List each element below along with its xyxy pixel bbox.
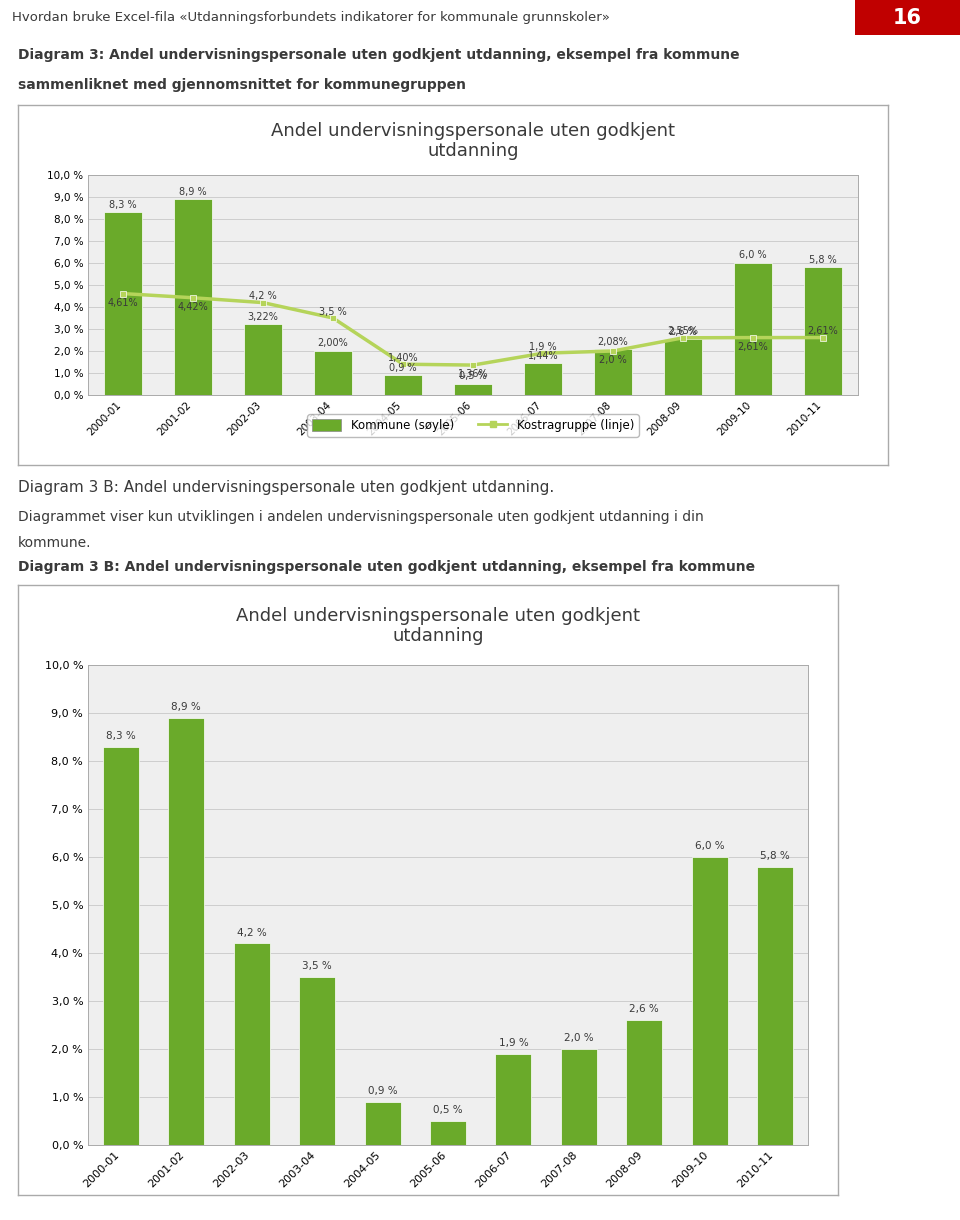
Text: 1,36%: 1,36% [458,370,489,379]
Text: kommune.: kommune. [18,536,91,550]
Text: 5,8 %: 5,8 % [760,850,790,861]
Bar [174,199,212,395]
Text: 8,9 %: 8,9 % [180,187,206,196]
Bar [626,1020,662,1146]
Bar [804,267,842,395]
Bar [757,866,793,1146]
Text: 2,61%: 2,61% [807,327,838,337]
Text: 0,9 %: 0,9 % [389,362,417,372]
Text: 5,8 %: 5,8 % [809,255,837,265]
Bar [365,1102,400,1146]
Legend: Kommune (søyle), Kostragruppe (linje): Kommune (søyle), Kostragruppe (linje) [307,415,638,437]
Bar [233,943,270,1146]
Text: 2,6 %: 2,6 % [630,1004,660,1015]
Text: 4,2 %: 4,2 % [237,927,267,938]
Text: 1,40%: 1,40% [388,353,419,364]
Text: Diagram 3 B: Andel undervisningspersonale uten godkjent utdanning, eksempel fra : Diagram 3 B: Andel undervisningspersonal… [18,560,756,575]
Text: Andel undervisningspersonale uten godkjent
utdanning: Andel undervisningspersonale uten godkje… [271,122,675,161]
Bar [430,1121,466,1146]
Text: 2,61%: 2,61% [737,342,768,351]
Bar [561,1049,597,1146]
Bar [593,349,633,395]
Bar [495,1054,532,1146]
Bar [692,856,728,1146]
Text: 4,42%: 4,42% [178,303,208,312]
Text: sammenliknet med gjennomsnittet for kommunegruppen: sammenliknet med gjennomsnittet for komm… [18,78,466,93]
Bar [663,339,703,395]
Text: 3,22%: 3,22% [248,311,278,322]
Bar [104,212,142,395]
Text: Diagram 3: Andel undervisningspersonale uten godkjent utdanning, eksempel fra ko: Diagram 3: Andel undervisningspersonale … [18,48,739,62]
Bar [384,376,422,395]
Text: Diagram 3 B: Andel undervisningspersonale uten godkjent utdanning.: Diagram 3 B: Andel undervisningspersonal… [18,479,554,495]
Bar [733,264,772,395]
Text: 0,5 %: 0,5 % [433,1105,463,1115]
Text: 1,44%: 1,44% [528,350,559,361]
Bar [454,384,492,395]
Bar [855,0,960,35]
Text: 4,61%: 4,61% [108,298,138,307]
Text: 2,55%: 2,55% [667,326,699,337]
Text: 2,08%: 2,08% [598,337,629,346]
Text: 1,9 %: 1,9 % [498,1038,528,1048]
Text: 3,5 %: 3,5 % [319,307,347,317]
Text: 1,9 %: 1,9 % [529,342,557,353]
Text: 2,00%: 2,00% [318,338,348,349]
Text: 6,0 %: 6,0 % [695,842,725,852]
Text: 2,0 %: 2,0 % [599,355,627,365]
Bar [103,747,139,1146]
Bar [300,977,335,1146]
Text: 8,9 %: 8,9 % [171,702,201,712]
Text: Andel undervisningspersonale uten godkjent
utdanning: Andel undervisningspersonale uten godkje… [236,606,640,645]
Text: 16: 16 [893,9,922,28]
Text: 8,3 %: 8,3 % [109,200,137,210]
Bar [244,325,282,395]
Text: 3,5 %: 3,5 % [302,961,332,971]
Text: 2,0 %: 2,0 % [564,1033,593,1043]
Text: 0,9 %: 0,9 % [368,1086,397,1096]
Bar [524,364,563,395]
Text: 8,3 %: 8,3 % [106,731,135,741]
Text: 0,5 %: 0,5 % [459,371,487,382]
Bar [314,351,352,395]
Text: 4,2 %: 4,2 % [250,292,276,301]
Bar [168,717,204,1146]
Text: Diagrammet viser kun utviklingen i andelen undervisningspersonale uten godkjent : Diagrammet viser kun utviklingen i andel… [18,510,704,525]
Text: 2,6 %: 2,6 % [669,327,697,337]
Text: 6,0 %: 6,0 % [739,250,767,260]
Text: Hvordan bruke Excel-fila «Utdanningsforbundets indikatorer for kommunale grunnsk: Hvordan bruke Excel-fila «Utdanningsforb… [12,11,610,24]
